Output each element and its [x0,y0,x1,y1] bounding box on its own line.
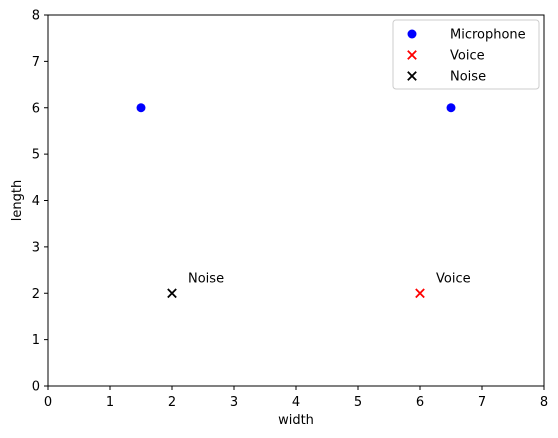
data-point-voice [415,288,425,299]
y-tick-label: 5 [32,148,40,163]
annotation-voice: Voice [436,271,471,286]
data-point-noise [167,288,177,299]
legend-label-voice: Voice [450,49,485,64]
y-tick-label: 2 [32,287,40,302]
y-tick-label: 6 [32,101,40,116]
legend: Microphone Voice Noise [392,19,540,90]
x-tick-label: 1 [106,395,114,410]
legend-marker-noise [407,71,417,81]
x-tick-label: 7 [478,395,486,410]
x-tick-label: 8 [540,395,548,410]
legend-marker-microphone [407,29,417,39]
x-tick-label: 0 [44,395,52,410]
x-tick-label: 2 [168,395,176,410]
plot-layer: 0 1 2 3 4 5 6 7 8 0 1 2 3 4 5 6 7 8 Voice Noise [32,9,548,411]
y-tick-label: 4 [32,194,40,209]
x-axis-label: width [278,413,314,428]
legend-label-noise: Noise [450,70,486,85]
legend-box [392,19,540,90]
x-tick-label: 3 [230,395,238,410]
x-tick-label: 4 [292,395,300,410]
legend-label-microphone: Microphone [450,28,526,43]
x-tick-label: 5 [354,395,362,410]
legend-marker-voice [407,50,417,60]
y-tick-label: 1 [32,333,40,348]
legend-items: Microphone Voice Noise [407,28,526,85]
x-tick-label: 6 [416,395,424,410]
data-point-microphone [136,103,146,113]
y-tick-label: 3 [32,240,40,255]
y-tick-label: 8 [32,9,40,24]
data-point-microphone [446,103,456,113]
y-tick-label: 7 [32,55,40,70]
y-tick-label: 0 [32,380,40,395]
annotation-noise: Noise [188,271,224,286]
plot-frame [47,14,545,387]
y-axis-label: length [10,180,25,221]
